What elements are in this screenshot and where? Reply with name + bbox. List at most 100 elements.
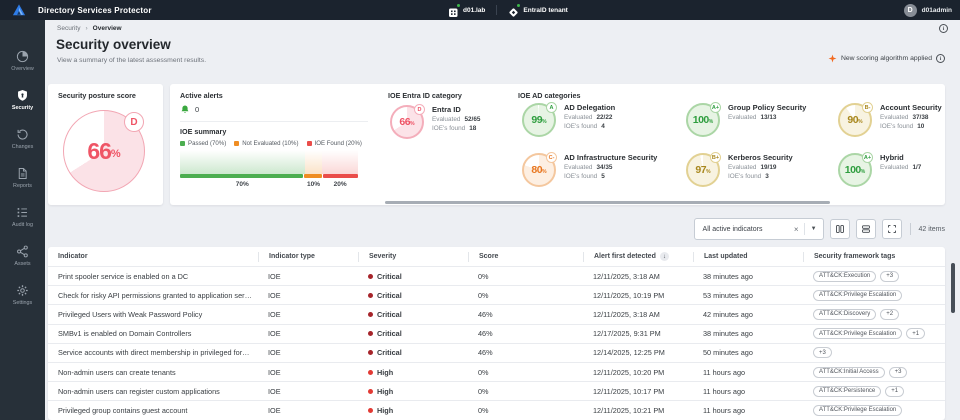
- table-row[interactable]: Privileged group contains guest account …: [48, 400, 945, 419]
- sidebar-item-changes[interactable]: Changes: [12, 128, 33, 150]
- passed-pct-label: 70%: [235, 181, 249, 188]
- grade-badge: A+: [710, 102, 721, 113]
- evaluated-line: Evaluated 37/38: [880, 114, 942, 121]
- sidebar-item-audit-log[interactable]: Audit log: [12, 206, 33, 228]
- kerberos-security-gauge: 97% B+: [686, 152, 721, 187]
- severity-cell: Critical: [358, 291, 468, 300]
- updated-cell: 38 minutes ago: [703, 271, 753, 281]
- breadcrumb-parent[interactable]: Security: [57, 25, 81, 32]
- severity-dot: [368, 331, 373, 337]
- column-header-severity[interactable]: Severity: [358, 251, 468, 262]
- forest-badge[interactable]: d01.lab: [448, 2, 485, 17]
- updated-cell: 53 minutes ago: [703, 290, 753, 300]
- pie-chart-icon: [16, 50, 29, 63]
- page-info-icon[interactable]: i: [939, 24, 948, 33]
- ad-categories-title: IOE AD categories: [518, 91, 581, 100]
- percent-sign: %: [542, 118, 547, 125]
- shield-icon: [18, 90, 27, 101]
- vertical-scrollbar[interactable]: [951, 263, 955, 313]
- sidebar-item-overview[interactable]: Overview: [11, 50, 34, 72]
- gear-icon: [17, 285, 28, 296]
- table-row[interactable]: Print spooler service is enabled on a DC…: [48, 266, 945, 285]
- indicator-filter-dropdown[interactable]: All active indicators × ▼: [693, 218, 824, 240]
- table-row[interactable]: Check for risky API permissions granted …: [48, 285, 945, 304]
- updated-cell: 38 minutes ago: [703, 329, 753, 339]
- severity-cell: Critical: [358, 329, 468, 338]
- bar-solid-zone: [180, 174, 358, 178]
- sidebar-item-assets[interactable]: Assets: [14, 245, 31, 267]
- legend-not-evaluated: Not Evaluated (10%): [234, 140, 299, 147]
- ioe-found-segment: [322, 174, 358, 178]
- grade-badge: B+: [710, 152, 721, 163]
- column-header-last-updated[interactable]: Last updated: [693, 251, 803, 262]
- tenant-badge[interactable]: EntraID tenant: [508, 2, 568, 17]
- ioe-summary-stacked-bar: 70% 10% 20%: [180, 150, 358, 188]
- columns-icon: [835, 225, 844, 233]
- sidebar-item-label: Overview: [11, 66, 34, 72]
- scoring-info-icon[interactable]: i: [936, 54, 945, 63]
- clear-filter-icon[interactable]: ×: [793, 224, 799, 234]
- category-kerberos-security: 97% B+ Kerberos Security Evaluated 19/19 …: [686, 152, 793, 187]
- column-header-security-framework-tags[interactable]: Security framework tags: [803, 251, 945, 262]
- grade-badge: D: [414, 104, 425, 115]
- framework-tag: ATT&CK:Initial Access: [813, 366, 885, 378]
- indicator-cell: Non-admin users can create tenants: [58, 367, 176, 377]
- table-row[interactable]: Non-admin users can create tenants IOE H…: [48, 361, 945, 381]
- percent-sign: %: [410, 120, 415, 127]
- severity-dot: [368, 311, 373, 317]
- detected-cell: 12/11/2025, 3:18 AM: [593, 271, 660, 281]
- evaluated-line: Evaluated 19/19: [728, 164, 793, 171]
- column-header-score[interactable]: Score: [468, 251, 583, 262]
- sidebar-item-settings[interactable]: Settings: [13, 284, 32, 306]
- row-view-button[interactable]: [855, 219, 876, 239]
- severity-dot: [368, 350, 373, 356]
- evaluated-label: Evaluated: [728, 164, 757, 171]
- category-name: Hybrid: [880, 153, 904, 162]
- found-value: 3: [765, 173, 769, 180]
- column-header-indicator[interactable]: Indicator: [58, 253, 88, 260]
- table-row[interactable]: SMBv1 is enabled on Domain Controllers I…: [48, 323, 945, 343]
- severity-cell: High: [358, 406, 468, 415]
- found-line: IOE's found 10: [880, 123, 942, 130]
- framework-tag: ATT&CK:Privilege Escalation: [813, 289, 903, 301]
- horizontal-scrollbar[interactable]: [385, 201, 830, 204]
- evaluated-line: Evaluated 13/13: [728, 114, 806, 121]
- rows-icon: [861, 225, 870, 233]
- tenant-badge-label: EntraID tenant: [523, 6, 568, 14]
- more-tags-chip: +1: [885, 385, 905, 397]
- score-cell: 0%: [478, 386, 489, 396]
- found-label: IOE's found: [564, 123, 598, 130]
- passed-gradient: [180, 150, 305, 174]
- sidebar-item-label: Audit log: [12, 222, 33, 228]
- user-menu[interactable]: D d01admin: [903, 0, 952, 20]
- column-view-button[interactable]: [829, 219, 850, 239]
- table-row[interactable]: Non-admin users can register custom appl…: [48, 381, 945, 400]
- table-row[interactable]: Service accounts with direct membership …: [48, 342, 945, 362]
- dropdown-divider: [803, 223, 805, 235]
- chevron-down-icon[interactable]: ▼: [810, 226, 817, 232]
- active-alerts-row: 0: [180, 104, 199, 115]
- type-cell: IOE: [268, 405, 281, 415]
- severity-dot: [368, 292, 373, 298]
- category-ad-delegation: 99% A AD Delegation Evaluated 22/22 IOE's…: [522, 102, 615, 137]
- table-row[interactable]: Privileged Users with Weak Password Poli…: [48, 304, 945, 323]
- sidebar-item-security[interactable]: Security: [12, 89, 33, 111]
- toolbar-divider: [909, 223, 911, 235]
- posture-score-donut: 66% D: [63, 110, 145, 192]
- page-title: Security overview: [56, 37, 171, 52]
- percent-sign: %: [542, 168, 547, 175]
- category-name: Group Policy Security: [728, 103, 807, 112]
- sidebar-item-reports[interactable]: Reports: [13, 167, 32, 189]
- column-header-alert-first-detected[interactable]: Alert first detected ↓: [583, 251, 693, 262]
- framework-tag: ATT&CK:Execution: [813, 270, 877, 282]
- indicator-cell: Print spooler service is enabled on a DC: [58, 271, 189, 281]
- entra-category-title: IOE Entra ID category: [388, 91, 462, 100]
- assets-nodes-icon: [17, 245, 28, 258]
- sort-descending-icon[interactable]: ↓: [659, 252, 669, 261]
- column-header-indicator-type[interactable]: Indicator type: [258, 251, 358, 262]
- app-logo[interactable]: [0, 0, 38, 20]
- found-label: IOE's found: [432, 125, 466, 132]
- fullscreen-button[interactable]: [881, 219, 902, 239]
- evaluated-label: Evaluated: [728, 114, 757, 121]
- scoring-note-text: New scoring algorithm applied: [840, 55, 932, 62]
